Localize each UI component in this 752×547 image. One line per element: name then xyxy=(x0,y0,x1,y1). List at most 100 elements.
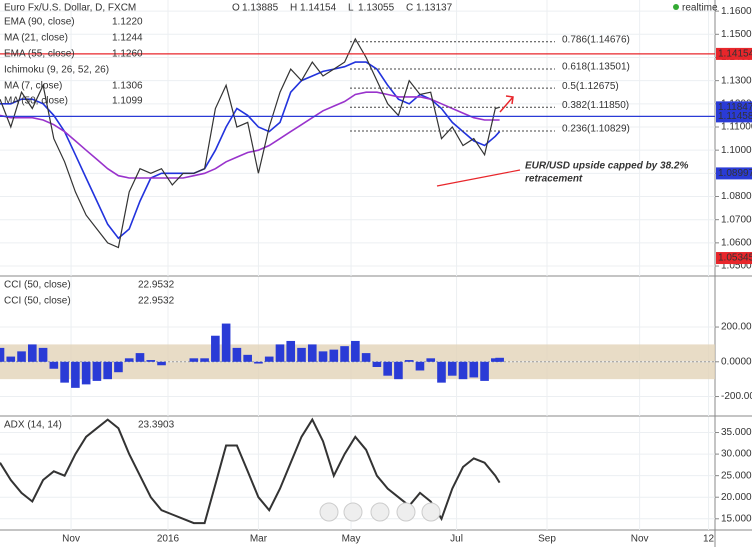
y-tick-label: 35.0000 xyxy=(721,427,752,438)
y-tick-label: 200.0000 xyxy=(721,322,752,333)
scroll-left-button[interactable] xyxy=(343,502,363,522)
indicator-name: MA (50, close) xyxy=(4,96,68,107)
price-tag-label: 1.11847 xyxy=(718,102,752,113)
bar xyxy=(275,344,285,362)
fib-label: 0.786(1.14676) xyxy=(562,34,630,45)
x-tick-label: Jul xyxy=(450,534,463,545)
indicator-title: ADX (14, 14) xyxy=(4,420,62,431)
bar xyxy=(394,361,403,380)
bar xyxy=(200,358,209,362)
bar xyxy=(404,360,414,362)
price-tag-label: 1.11458 xyxy=(718,111,752,122)
trend-line xyxy=(436,169,521,187)
indicator-title: CCI (50, close) xyxy=(4,296,71,307)
price-tag xyxy=(716,47,752,60)
bar xyxy=(146,360,156,362)
line xyxy=(0,417,501,525)
bar xyxy=(458,361,468,380)
bar xyxy=(318,351,328,362)
bar xyxy=(469,361,479,378)
indicator-reading: 1.1306 xyxy=(112,81,143,92)
bar xyxy=(60,361,69,383)
bar xyxy=(221,323,231,362)
x-tick-label: 2016 xyxy=(157,534,180,545)
fib-label: 0.236(1.10829) xyxy=(562,124,630,135)
annotation: retracement xyxy=(525,174,583,185)
zoom-out-button[interactable] xyxy=(319,502,339,522)
bar xyxy=(297,347,306,362)
reset-button[interactable] xyxy=(370,502,390,522)
ohlc-key: L xyxy=(348,3,354,14)
y-tick-label: 1.13000 xyxy=(721,75,752,86)
indicator-reading: 1.1220 xyxy=(112,17,143,28)
indicator-reading: 22.9532 xyxy=(138,280,175,291)
bar xyxy=(447,361,457,376)
price-tag-label: 1.05345 xyxy=(718,253,752,264)
bar xyxy=(6,356,16,362)
bar xyxy=(114,361,123,373)
bar xyxy=(480,361,489,381)
bar xyxy=(38,347,48,362)
zoom-in-button[interactable] xyxy=(396,502,416,522)
bar xyxy=(340,346,349,362)
y-tick-label: 1.06000 xyxy=(721,238,752,249)
ohlc-value: 1.13137 xyxy=(416,3,453,14)
bar xyxy=(189,358,199,362)
bar xyxy=(211,335,220,362)
bar xyxy=(437,361,446,383)
line xyxy=(0,37,500,249)
scroll-right-button[interactable] xyxy=(421,502,441,522)
price-tag xyxy=(716,110,752,123)
bar xyxy=(92,361,102,381)
indicator-name: EMA (90, close) xyxy=(4,17,75,28)
y-tick-label: 1.05000 xyxy=(721,261,752,272)
fib-label: 0.382(1.11850) xyxy=(562,100,629,111)
fib-label: 0.5(1.12675) xyxy=(562,81,619,92)
y-tick-label: 1.15000 xyxy=(721,29,752,40)
bar xyxy=(157,361,166,366)
ohlc-value: 1.13055 xyxy=(358,3,395,14)
y-tick-label: 30.0000 xyxy=(721,449,752,460)
indicator-name: Ichimoku (9, 26, 52, 26) xyxy=(4,65,109,76)
ohlc-key: C xyxy=(406,3,413,14)
bar xyxy=(286,340,296,362)
indicator-reading: 23.3903 xyxy=(138,420,175,431)
indicator-reading: 1.1260 xyxy=(112,49,143,60)
indicator-reading: 1.1244 xyxy=(112,33,143,44)
line xyxy=(0,91,500,179)
bar xyxy=(243,354,252,362)
y-tick-label: -200.0000 xyxy=(721,391,752,402)
bar xyxy=(27,344,37,362)
y-tick-label: 1.10000 xyxy=(721,145,752,156)
y-tick-label: 25.0000 xyxy=(721,470,752,481)
indicator-title: CCI (50, close) xyxy=(4,280,71,291)
ohlc-key: O xyxy=(232,3,240,14)
bar xyxy=(49,361,59,369)
bar xyxy=(17,351,26,362)
bar xyxy=(0,347,5,362)
arrow xyxy=(499,95,514,113)
bar xyxy=(103,361,112,380)
indicator-name: MA (21, close) xyxy=(4,33,68,44)
indicator-name: MA (7, close) xyxy=(4,81,62,92)
fib-label: 0.618(1.13501) xyxy=(562,62,630,73)
x-tick-label: Nov xyxy=(631,534,649,545)
y-tick-label: 1.08000 xyxy=(721,191,752,202)
bar xyxy=(124,358,134,362)
x-tick-label: 12 xyxy=(703,534,715,545)
y-tick-label: 1.07000 xyxy=(721,214,752,225)
bar xyxy=(71,361,80,388)
y-tick-label: 15.0000 xyxy=(721,513,752,524)
indicator-reading: 22.9532 xyxy=(138,296,175,307)
y-tick-label: 1.11000 xyxy=(721,122,752,133)
bar xyxy=(307,344,317,362)
ohlc-key: H xyxy=(290,3,297,14)
status: realtime xyxy=(682,3,718,14)
bar xyxy=(372,361,382,368)
bar xyxy=(81,361,91,385)
bar xyxy=(232,347,242,362)
indicator-reading: 1.1099 xyxy=(112,96,143,107)
